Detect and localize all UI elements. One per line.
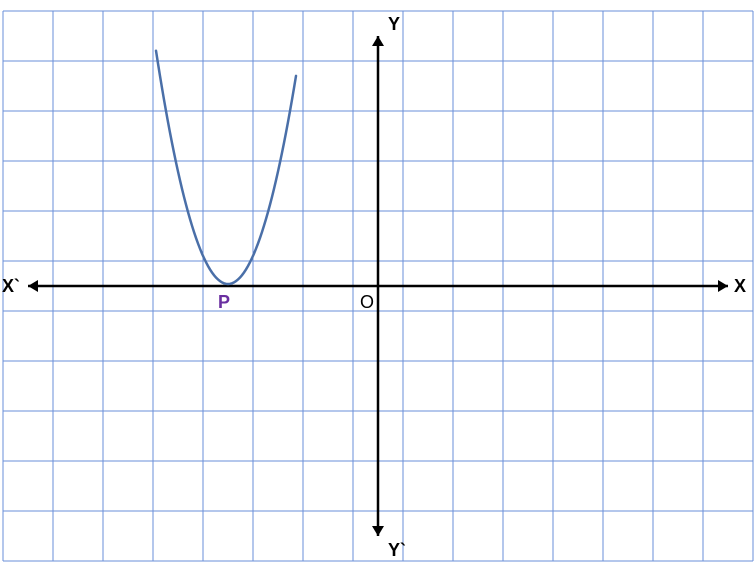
y-axis-label-pos: Y bbox=[388, 14, 400, 34]
point-p-label: P bbox=[218, 292, 230, 312]
coordinate-plane: X X` Y Y` O P bbox=[0, 0, 756, 572]
origin-label: O bbox=[360, 292, 374, 312]
parabola-curve bbox=[156, 51, 296, 284]
y-axis-arrow-pos bbox=[372, 36, 384, 46]
x-axis-label-neg: X` bbox=[2, 276, 20, 296]
y-axis-label-neg: Y` bbox=[388, 540, 406, 560]
y-axis-arrow-neg bbox=[372, 526, 384, 536]
x-axis-label-pos: X bbox=[734, 276, 746, 296]
x-axis-arrow-neg bbox=[28, 280, 38, 292]
x-axis-arrow-pos bbox=[718, 280, 728, 292]
